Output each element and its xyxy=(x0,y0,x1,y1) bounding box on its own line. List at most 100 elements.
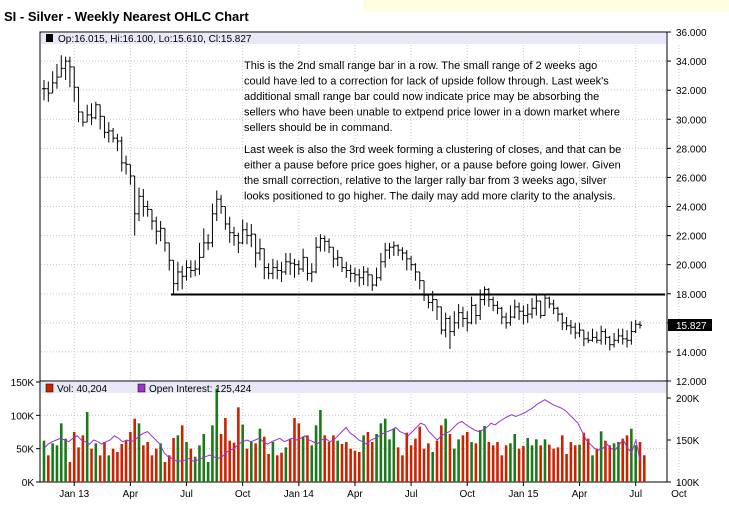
ohlc-bar xyxy=(504,312,509,329)
ohlc-bar xyxy=(253,233,258,268)
volume-bar xyxy=(595,448,599,482)
volume-bar xyxy=(314,425,318,482)
time-axis: Jan 13 Apr Jul Oct Jan 14 Apr Jul Oct Jan 15 Apr J… xyxy=(59,482,687,500)
ohlc-bar xyxy=(145,200,150,217)
ohlc-bar xyxy=(378,253,383,281)
volume-bar xyxy=(599,431,603,482)
volume-bar xyxy=(543,439,547,482)
ohlc-bar xyxy=(240,219,245,245)
volume-bar xyxy=(435,440,439,482)
ohlc-bar xyxy=(456,303,461,329)
ohlc-bar xyxy=(180,266,185,290)
volume-bar xyxy=(150,455,154,482)
ohlc-bar xyxy=(486,287,491,307)
open-interest-legend: Open Interest: 125,424 xyxy=(149,384,252,395)
volume-bar xyxy=(522,446,525,482)
ohlc-bar xyxy=(374,267,379,287)
open-interest-axis: 200K 150K 100K xyxy=(667,394,700,489)
volume-bar xyxy=(167,455,171,482)
ohlc-bar xyxy=(599,325,604,345)
ohlc-bar xyxy=(383,242,388,268)
volume-bar xyxy=(487,442,491,482)
price-bars xyxy=(42,55,642,351)
volume-bar xyxy=(478,430,482,482)
volume-bar xyxy=(379,423,383,482)
ohlc-bar xyxy=(473,303,478,325)
volume-bar xyxy=(491,445,495,482)
volume-bar xyxy=(496,442,499,482)
volume-axis: 150K 100K 50K 0K xyxy=(11,378,40,489)
open-interest-legend-swatch xyxy=(137,383,146,393)
volume-legend-swatch xyxy=(45,383,54,393)
volume-bar xyxy=(271,442,275,482)
ohlc-bar xyxy=(538,300,543,319)
time-tick-label: Apr xyxy=(347,489,363,500)
ohlc-bar xyxy=(452,311,457,336)
ohlc-bar xyxy=(361,266,366,286)
volume-bar xyxy=(345,442,348,482)
ohlc-bar xyxy=(162,227,167,252)
ohlc-bar xyxy=(478,289,483,320)
ohlc-bar xyxy=(551,299,556,315)
volume-bar xyxy=(474,443,478,482)
volume-bar xyxy=(625,435,629,482)
ohlc-bar xyxy=(542,295,547,317)
ohlc-bar xyxy=(54,63,59,89)
volume-bar xyxy=(349,448,352,482)
volume-bar xyxy=(146,442,149,482)
volume-bar xyxy=(172,438,175,482)
volume-bar xyxy=(535,439,538,482)
ohlc-bar xyxy=(594,331,599,344)
ohlc-bar xyxy=(335,250,340,267)
volume-bar xyxy=(85,412,89,482)
ohlc-bar xyxy=(154,216,159,245)
ohlc-bar xyxy=(547,296,552,309)
volume-bar xyxy=(509,443,512,482)
ohlc-bar xyxy=(175,261,180,291)
ohlc-bar xyxy=(460,306,465,328)
ohlc-bar xyxy=(439,306,444,335)
volume-bar xyxy=(224,418,227,482)
ohlc-bar xyxy=(89,103,94,126)
volume-bar xyxy=(258,428,262,482)
volume-bar xyxy=(98,455,102,482)
ohlc-bar xyxy=(318,234,323,252)
volume-bar xyxy=(504,445,508,482)
ohlc-bar xyxy=(102,115,107,139)
volume-bar xyxy=(154,448,158,482)
volume-bar xyxy=(362,435,365,482)
ohlc-bar xyxy=(560,312,565,331)
ohlc-bar xyxy=(80,111,85,127)
volume-bar xyxy=(643,455,646,482)
price-tick-label: 24.000 xyxy=(676,203,707,214)
volume-bar xyxy=(193,456,197,482)
price-legend-band xyxy=(41,33,666,44)
volume-bar xyxy=(185,442,188,482)
annotation-line: additional small range bar could now ind… xyxy=(244,91,599,103)
volume-bar xyxy=(219,434,223,482)
ohlc-bar xyxy=(322,235,327,252)
volume-bar xyxy=(120,444,124,482)
ohlc-bar xyxy=(124,155,129,175)
ohlc-bar xyxy=(422,280,427,302)
price-tick-label: 12.000 xyxy=(676,377,707,388)
volume-bar xyxy=(64,438,67,482)
volume-bar xyxy=(77,447,80,482)
volume-bar xyxy=(565,454,568,482)
price-axis: 36.000 34.000 32.000 30.000 28.000 26.000 24.0… xyxy=(667,28,707,388)
volume-bar xyxy=(569,442,573,482)
ohlc-bar xyxy=(301,248,306,272)
volume-tick-label: 0K xyxy=(22,478,35,489)
volume-bar xyxy=(275,455,279,482)
volume-bar xyxy=(327,442,331,482)
ohlc-bar xyxy=(305,256,310,281)
ohlc-legend: Op:16.015, Hi:16.100, Lo:15.610, Cl:15.8… xyxy=(58,34,252,45)
ohlc-bar xyxy=(443,312,448,338)
volume-bar xyxy=(461,435,465,482)
ohlc-bar xyxy=(128,163,133,185)
time-tick-label: Jan 13 xyxy=(59,489,89,500)
volume-bar xyxy=(517,448,521,482)
volume-bar xyxy=(232,442,236,482)
price-tick-label: 18.000 xyxy=(676,290,707,301)
ohlc-bar xyxy=(111,127,116,143)
